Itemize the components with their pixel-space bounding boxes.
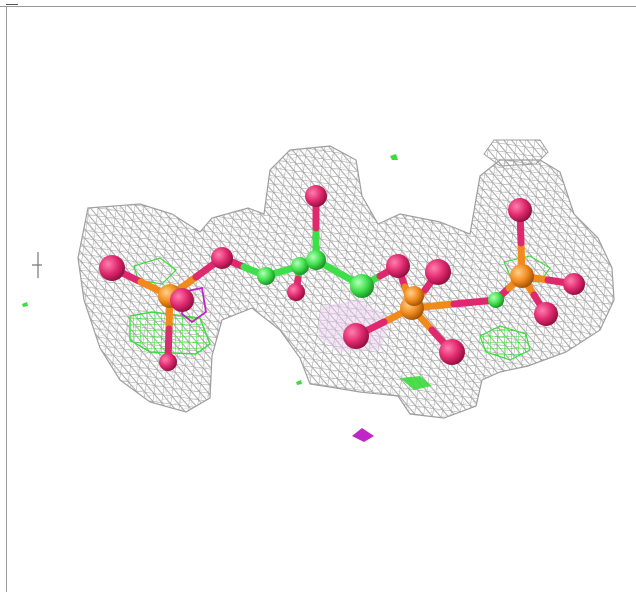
phosphorus-atom	[404, 286, 424, 306]
oxygen-atom	[439, 339, 465, 365]
carbon-atom	[350, 274, 374, 298]
oxygen-atom	[425, 259, 451, 285]
oxygen-atom	[343, 323, 369, 349]
viewport-top-border	[0, 6, 636, 7]
oxygen-atom	[386, 254, 410, 278]
carbon-atom	[291, 257, 309, 275]
oxygen-atom	[99, 255, 125, 281]
oxygen-atom	[170, 288, 194, 312]
carbon-atom	[257, 267, 275, 285]
oxygen-atom	[159, 353, 177, 371]
oxygen-atom	[534, 302, 558, 326]
phosphorus-atom	[510, 264, 534, 288]
oxygen-atom	[305, 185, 327, 207]
density-mesh	[77, 139, 615, 419]
viewport-corner-tick	[6, 4, 18, 5]
carbon-atom	[488, 292, 504, 308]
ball-and-stick-model	[99, 185, 585, 371]
oxygen-atom	[211, 247, 233, 269]
oxygen-atom	[508, 198, 532, 222]
viewport-left-border	[6, 6, 7, 592]
carbon-atom	[306, 250, 326, 270]
oxygen-atom	[287, 283, 305, 301]
oxygen-atom	[563, 273, 585, 295]
axis-marker	[32, 252, 42, 278]
